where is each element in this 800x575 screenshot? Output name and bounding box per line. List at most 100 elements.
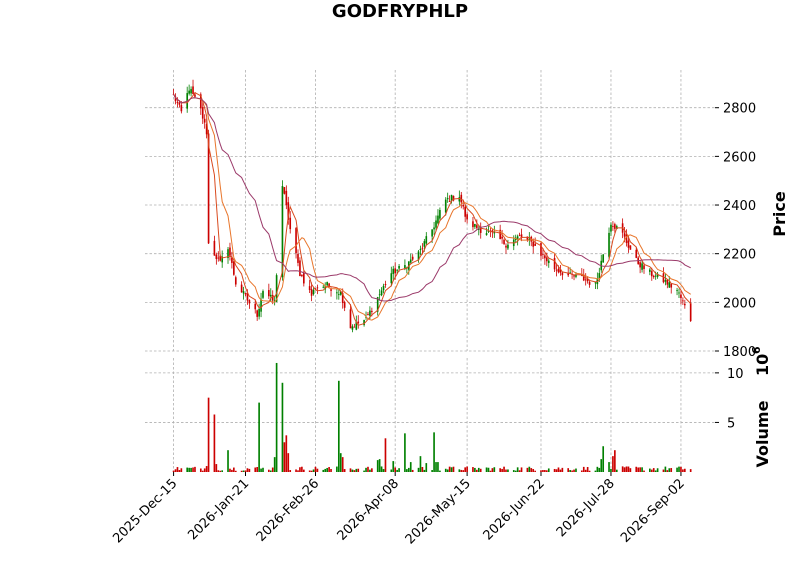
volume-tick-label: 10 <box>727 367 744 382</box>
candle-body <box>444 199 447 213</box>
candle-body <box>194 94 196 97</box>
volume-bar <box>637 467 640 472</box>
volume-bar <box>322 469 325 472</box>
candle-body <box>573 275 575 277</box>
volume-bar <box>684 468 686 472</box>
candle-body <box>664 280 667 282</box>
volume-bar <box>676 467 678 472</box>
volume-bar <box>246 468 249 472</box>
candle-body <box>649 269 651 272</box>
volume-bar <box>324 468 327 472</box>
candle-body <box>376 297 379 312</box>
candle-body <box>256 310 258 317</box>
candle-body <box>349 309 352 329</box>
candle-body <box>258 308 260 317</box>
volume-bar <box>271 467 274 472</box>
candle-body <box>353 326 356 328</box>
volume-bar <box>349 468 352 472</box>
price-tick-label: 2000 <box>723 296 756 311</box>
candle-body <box>477 228 480 230</box>
volume-bar <box>205 466 208 472</box>
volume-bar <box>621 466 624 472</box>
volume-bar <box>262 467 264 472</box>
volume-bar <box>530 468 533 472</box>
volume-bar <box>493 467 496 472</box>
volume-bar <box>207 397 210 472</box>
volume-bar <box>378 459 381 472</box>
volume-bar <box>316 468 319 472</box>
volume-bar <box>649 468 651 472</box>
volume-bar <box>680 466 682 472</box>
volume-bar <box>254 467 257 472</box>
candle-body <box>215 254 218 260</box>
volume-bar <box>242 470 245 472</box>
volume-bar <box>602 446 605 472</box>
volume-bar <box>188 467 190 472</box>
candle-body <box>491 230 494 233</box>
candle-body <box>466 214 468 220</box>
candle-body <box>670 283 673 288</box>
date-tick-label: 2026-Feb-26 <box>254 476 323 545</box>
volume-bar <box>501 468 503 472</box>
candle-body <box>404 265 406 269</box>
candle-body <box>501 236 503 239</box>
candle-body <box>503 239 505 244</box>
candle-body <box>437 215 439 224</box>
candle-body <box>289 217 292 230</box>
volume-bar <box>544 470 546 472</box>
volume-bar <box>596 466 599 472</box>
volume-bar <box>575 468 577 472</box>
candle-body <box>680 294 682 299</box>
volume-bar <box>650 469 653 472</box>
candle-body <box>476 225 478 228</box>
volume-bar <box>664 466 667 472</box>
candle-body <box>390 273 393 284</box>
candle-body <box>460 194 463 203</box>
volume-bar <box>425 463 428 472</box>
candle-body <box>287 202 290 220</box>
candle-body <box>499 229 501 240</box>
volume-bar <box>464 467 466 472</box>
volume-bar <box>186 467 189 472</box>
price-panel: 1800 2000 2200 2400 2600 2800 <box>145 70 756 360</box>
candle-body <box>458 197 461 202</box>
volume-bar <box>343 469 346 472</box>
price-axis-label: Price <box>770 191 789 237</box>
candle-body <box>666 279 669 285</box>
moving-average-line <box>173 94 691 302</box>
date-tick-label: 2026-Jan-21 <box>185 476 252 543</box>
candle-body <box>598 273 601 279</box>
volume-bar <box>652 468 655 472</box>
candle-body <box>233 261 235 275</box>
volume-bar <box>423 469 426 472</box>
volume-bar <box>283 442 286 472</box>
candle-body <box>464 206 466 217</box>
volume-bar <box>299 467 301 472</box>
volume-bar <box>201 470 204 472</box>
volume-bar <box>244 470 247 472</box>
candle-body <box>392 268 395 274</box>
volume-bar <box>615 469 618 472</box>
volume-bar <box>542 470 544 472</box>
volume-bar <box>217 470 220 472</box>
volume-bar <box>353 470 356 472</box>
candle-body <box>303 273 305 284</box>
volume-bar <box>514 470 517 472</box>
candle-body <box>244 293 247 295</box>
volume-bar <box>297 470 299 472</box>
candle-body <box>532 241 535 247</box>
candle-body <box>662 273 665 283</box>
volume-bar <box>668 468 671 472</box>
candle-body <box>452 195 455 201</box>
volume-bar <box>656 468 659 472</box>
candle-body <box>435 220 437 228</box>
candle-body <box>474 224 476 227</box>
volume-bar <box>394 467 397 472</box>
candle-body <box>217 257 220 259</box>
candle-body <box>545 257 548 262</box>
candle-body <box>201 107 204 119</box>
candle-body <box>575 274 577 277</box>
volume-bar <box>396 469 398 472</box>
chart-title: GODFRYPHLP <box>332 1 468 22</box>
volume-bar <box>419 456 422 472</box>
